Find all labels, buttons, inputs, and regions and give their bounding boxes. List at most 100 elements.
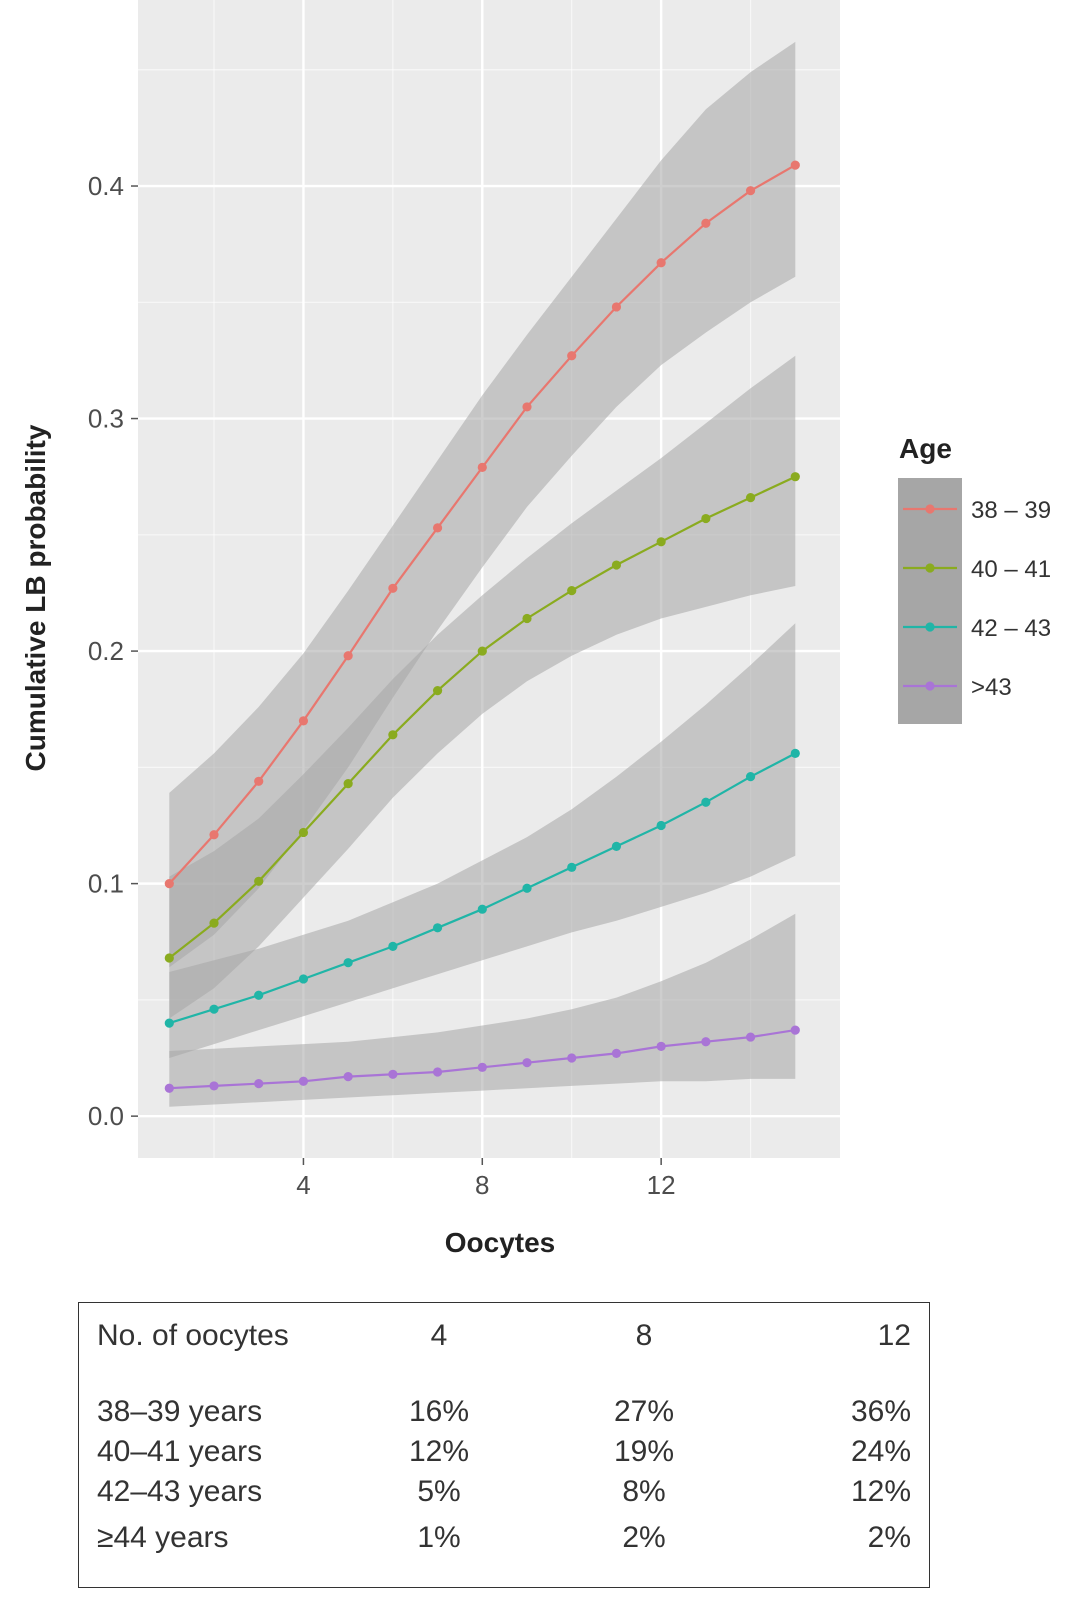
legend-label: 40 – 41 <box>971 556 1051 583</box>
data-point <box>745 1032 756 1042</box>
y-tick-label: 0.3 <box>88 404 124 434</box>
data-point <box>388 583 398 593</box>
x-axis-ticks: 4 8 12 <box>296 1158 676 1200</box>
table-row-label: 42–43 years <box>97 1475 263 1508</box>
table-header-cell: 4 <box>430 1319 448 1352</box>
table-cell: 1% <box>417 1521 461 1554</box>
data-point <box>477 1062 487 1072</box>
data-point <box>477 462 487 472</box>
confidence-band <box>169 41 796 968</box>
table-cell: 12% <box>409 1435 470 1468</box>
table-row: 42–43 years 5% 8% 12% <box>79 1473 929 1511</box>
line-chart: 4 8 12 0.0 0.1 0.2 0.3 0.4 Oocytes Cumulative … <box>20 0 1051 1258</box>
data-point <box>611 841 622 852</box>
table-cell: 12% <box>850 1475 911 1508</box>
data-point <box>388 1069 398 1079</box>
y-tick-label: 0.4 <box>88 171 124 201</box>
x-tick-label: 12 <box>647 1170 676 1200</box>
data-point <box>298 827 309 838</box>
x-tick-label: 8 <box>475 1170 489 1200</box>
data-point <box>254 776 264 786</box>
data-point <box>701 218 711 228</box>
data-point <box>701 1037 711 1047</box>
data-point <box>343 1072 353 1082</box>
data-point <box>522 1058 532 1068</box>
data-point <box>432 686 443 696</box>
data-point <box>298 1076 309 1086</box>
data-point <box>477 904 487 914</box>
data-point <box>343 779 353 789</box>
legend-label: >43 <box>971 674 1012 701</box>
data-point <box>254 990 264 1000</box>
data-point <box>611 302 622 312</box>
y-tick-label: 0.0 <box>88 1101 124 1131</box>
data-point <box>701 513 711 524</box>
data-point <box>298 974 309 984</box>
data-point <box>343 958 353 968</box>
data-point <box>611 1048 622 1058</box>
confidence-bands <box>169 41 796 1107</box>
data-point <box>656 820 666 831</box>
data-point <box>343 651 353 661</box>
legend-key-point <box>925 622 935 632</box>
table-cell: 8% <box>622 1475 666 1508</box>
table-cell: 16% <box>409 1395 470 1428</box>
data-point <box>790 1025 800 1035</box>
data-point <box>522 402 532 412</box>
y-axis-title: Cumulative LB probability <box>20 424 51 771</box>
data-point <box>790 472 800 482</box>
table-cell: 24% <box>850 1435 911 1468</box>
data-point <box>656 1041 666 1051</box>
legend-key-point <box>925 681 935 691</box>
data-point <box>656 537 666 547</box>
data-point <box>164 879 174 889</box>
legend-label: 38 – 39 <box>971 497 1051 524</box>
data-point <box>388 730 398 740</box>
data-point <box>522 883 532 893</box>
y-tick-label: 0.2 <box>88 636 124 666</box>
legend-key-point <box>925 504 935 514</box>
data-point <box>298 716 309 726</box>
table-row-label: 40–41 years <box>97 1435 263 1468</box>
data-point <box>656 258 666 268</box>
data-point <box>209 830 219 840</box>
data-point <box>745 772 756 782</box>
data-point <box>164 953 174 963</box>
table-header-cell: 8 <box>635 1319 653 1352</box>
table-cell: 5% <box>417 1475 461 1508</box>
data-point <box>164 1018 174 1028</box>
table-cell: 2% <box>622 1521 666 1554</box>
data-point <box>432 523 443 533</box>
data-point <box>790 748 800 758</box>
table-header-cell: No. of oocytes <box>97 1319 289 1352</box>
data-point <box>790 160 800 170</box>
table-cell: 2% <box>867 1521 911 1554</box>
data-point <box>254 1078 264 1089</box>
data-point <box>209 918 219 928</box>
legend-key-point <box>925 563 935 573</box>
table-row: ≥44 years 1% 2% 2% <box>79 1519 929 1557</box>
table-cell: 36% <box>850 1395 911 1428</box>
data-point <box>388 941 398 951</box>
table-cell: 27% <box>613 1395 675 1428</box>
data-point <box>432 1067 443 1077</box>
data-point <box>611 560 622 570</box>
table-row-label: 38–39 years <box>97 1395 263 1428</box>
table-cell: 19% <box>613 1435 675 1468</box>
data-point <box>209 1004 219 1014</box>
legend-label: 42 – 43 <box>971 615 1051 642</box>
x-axis-title: Oocytes <box>445 1227 556 1258</box>
data-point <box>567 351 577 361</box>
series-points <box>164 160 800 1093</box>
data-point <box>477 646 487 656</box>
data-point <box>209 1081 219 1091</box>
y-tick-label: 0.1 <box>88 869 124 899</box>
table-row-label: ≥44 years <box>97 1521 229 1554</box>
summary-table: No. of oocytes 4 8 12 38–39 years 16% 27… <box>78 1302 930 1588</box>
legend: Age 38 – 39 40 – 41 42 – 43 >43 <box>898 433 1051 724</box>
data-point <box>432 923 443 933</box>
data-point <box>745 186 756 196</box>
data-point <box>567 1053 577 1063</box>
data-point <box>567 586 577 596</box>
confidence-band <box>169 355 796 1019</box>
